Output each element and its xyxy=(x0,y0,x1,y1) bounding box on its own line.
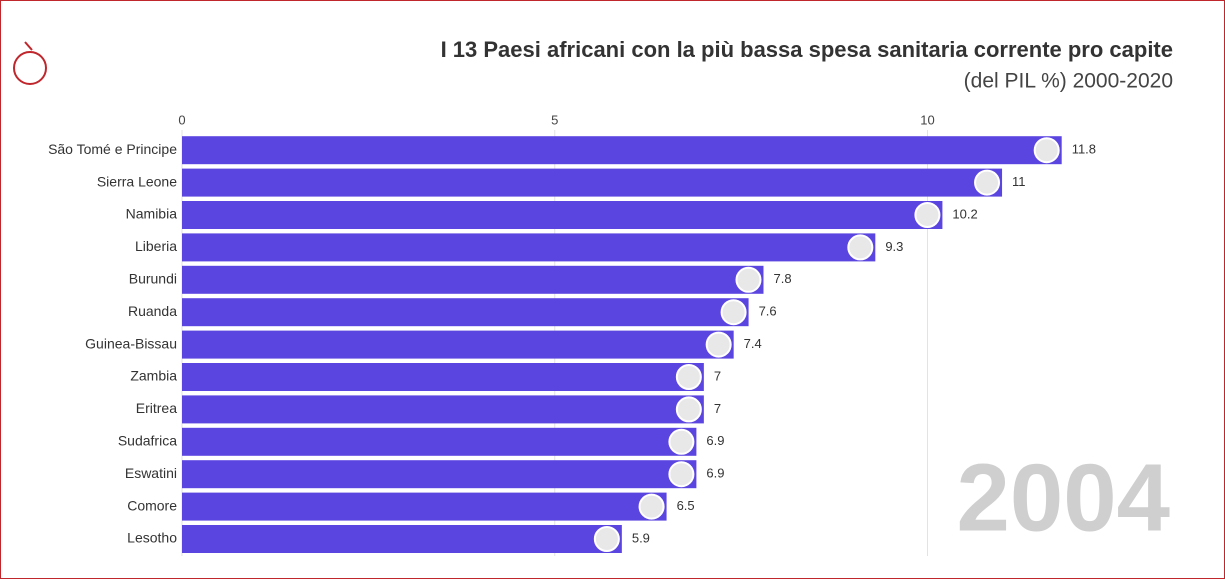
flag-icon xyxy=(735,266,762,293)
y-tick-label: Ruanda xyxy=(128,303,177,319)
year-label: 2004 xyxy=(956,444,1170,551)
y-tick-label: Eswatini xyxy=(125,465,177,481)
chart-title: I 13 Paesi africani con la più bassa spe… xyxy=(441,37,1173,62)
value-label: 6.5 xyxy=(677,498,695,513)
flag-icon xyxy=(675,396,702,423)
logo xyxy=(13,41,47,85)
value-label: 7 xyxy=(714,368,721,383)
flag-icon xyxy=(1033,137,1060,164)
bar xyxy=(182,492,667,521)
bar xyxy=(182,427,697,456)
bar xyxy=(182,168,1003,197)
flag-icon xyxy=(720,299,747,326)
value-label: 7.4 xyxy=(744,336,762,351)
flag-icon xyxy=(705,331,732,358)
y-tick-label: Liberia xyxy=(135,238,177,254)
bar xyxy=(182,136,1062,165)
value-label: 9.3 xyxy=(885,239,903,254)
y-tick-label: Comore xyxy=(127,497,177,513)
chart-subtitle: (del PIL %) 2000-2020 xyxy=(964,70,1173,93)
y-tick-label: Sierra Leone xyxy=(97,173,177,189)
value-label: 7 xyxy=(714,401,721,416)
x-tick-label: 10 xyxy=(920,112,934,127)
x-tick-label: 5 xyxy=(551,112,558,127)
value-label: 5.9 xyxy=(632,530,650,545)
bar xyxy=(182,233,876,262)
bar xyxy=(182,525,622,553)
y-tick-label: Burundi xyxy=(129,271,177,287)
value-label: 6.9 xyxy=(706,433,724,448)
bar xyxy=(182,395,704,424)
flag-icon xyxy=(668,461,695,488)
value-label: 11.8 xyxy=(1072,142,1096,157)
value-label: 7.8 xyxy=(773,271,791,286)
y-tick-label: Lesotho xyxy=(127,530,177,546)
bar xyxy=(182,298,749,327)
value-label: 6.9 xyxy=(706,466,724,481)
value-label: 7.6 xyxy=(759,304,777,319)
bar xyxy=(182,363,704,391)
y-tick-label: Guinea-Bissau xyxy=(85,335,177,351)
bar xyxy=(182,460,697,489)
y-tick-label: Namibia xyxy=(126,206,178,222)
bar xyxy=(182,201,943,229)
flag-icon xyxy=(668,428,695,455)
flag-icon xyxy=(638,493,665,520)
flag-icon xyxy=(847,234,874,261)
x-tick-label: 0 xyxy=(178,112,185,127)
flag-icon xyxy=(974,169,1001,196)
bar xyxy=(182,330,734,359)
flag-icon xyxy=(675,364,702,390)
flag-icon xyxy=(914,202,941,228)
y-tick-label: São Tomé e Principe xyxy=(48,141,177,157)
y-tick-label: Zambia xyxy=(130,368,177,384)
y-tick-label: Sudafrica xyxy=(118,433,177,449)
y-tick-label: Eritrea xyxy=(136,400,177,416)
value-label: 10.2 xyxy=(952,206,977,221)
bar xyxy=(182,265,764,294)
flag-icon xyxy=(593,526,620,552)
value-label: 11 xyxy=(1012,174,1026,189)
